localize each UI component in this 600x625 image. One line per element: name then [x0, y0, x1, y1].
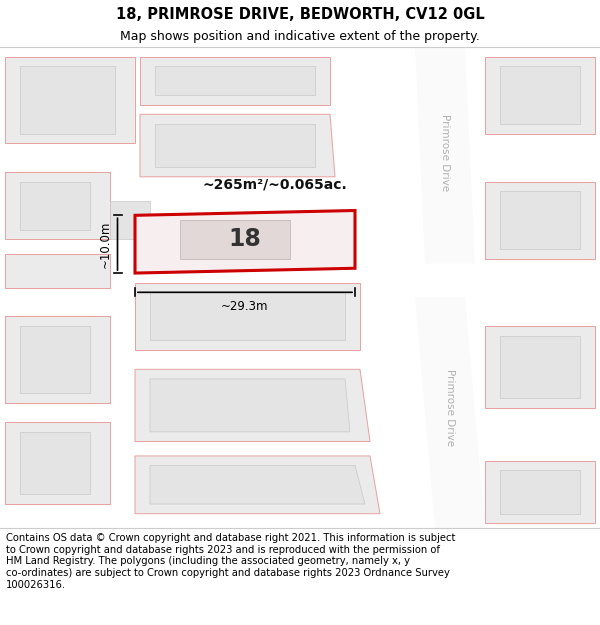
Polygon shape [20, 326, 90, 393]
Polygon shape [110, 201, 150, 239]
Text: ~10.0m: ~10.0m [98, 221, 112, 268]
Text: ~29.3m: ~29.3m [221, 299, 269, 312]
Polygon shape [500, 191, 580, 249]
Polygon shape [155, 124, 315, 167]
Polygon shape [5, 254, 110, 288]
Polygon shape [20, 432, 90, 494]
Polygon shape [485, 461, 595, 523]
Polygon shape [415, 47, 475, 264]
Polygon shape [500, 66, 580, 124]
Polygon shape [5, 172, 110, 239]
Polygon shape [500, 471, 580, 514]
Polygon shape [415, 297, 485, 528]
Polygon shape [135, 369, 370, 441]
Polygon shape [5, 316, 110, 403]
Text: Map shows position and indicative extent of the property.: Map shows position and indicative extent… [120, 30, 480, 43]
Polygon shape [485, 56, 595, 134]
Polygon shape [135, 211, 355, 273]
Polygon shape [5, 56, 135, 143]
Text: 18, PRIMROSE DRIVE, BEDWORTH, CV12 0GL: 18, PRIMROSE DRIVE, BEDWORTH, CV12 0GL [116, 6, 484, 21]
Polygon shape [155, 66, 315, 95]
Polygon shape [5, 422, 110, 504]
Polygon shape [20, 182, 90, 230]
Polygon shape [135, 282, 360, 350]
Text: Contains OS data © Crown copyright and database right 2021. This information is : Contains OS data © Crown copyright and d… [6, 533, 455, 589]
Text: 18: 18 [229, 228, 262, 251]
Text: ~265m²/~0.065ac.: ~265m²/~0.065ac. [203, 177, 347, 191]
Polygon shape [150, 466, 365, 504]
Polygon shape [140, 114, 335, 177]
Polygon shape [20, 66, 115, 134]
Polygon shape [150, 379, 350, 432]
Polygon shape [135, 456, 380, 514]
Polygon shape [150, 292, 345, 341]
Polygon shape [500, 336, 580, 398]
Polygon shape [140, 56, 330, 104]
Polygon shape [485, 182, 595, 259]
Text: Primrose Drive: Primrose Drive [440, 114, 450, 191]
Polygon shape [485, 326, 595, 408]
Text: Primrose Drive: Primrose Drive [445, 369, 455, 446]
Polygon shape [180, 220, 290, 259]
